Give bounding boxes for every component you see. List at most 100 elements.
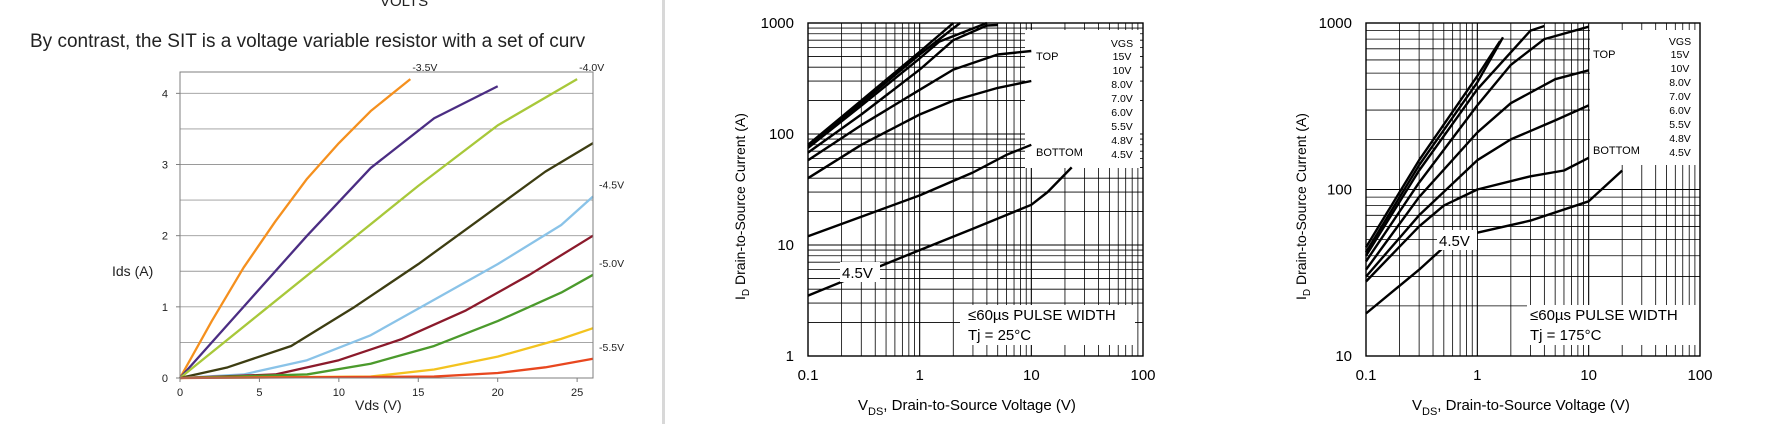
mosfet-175c-legend-background — [1590, 30, 1705, 165]
mosfet-25c-legend-background — [1025, 30, 1140, 168]
series-line — [807, 22, 961, 147]
series-line — [179, 78, 578, 379]
legend-bottom-label: BOTTOM — [1036, 147, 1083, 159]
sit-gridlines — [180, 92, 593, 343]
series-label: -5.0V — [599, 258, 624, 270]
mosfet-175c-legend: TOP BOTTOM VGS 15V 10V 8.0V 7.0V 6.0V 5.5V 4.8… — [1593, 36, 1691, 159]
series-line — [1365, 25, 1590, 263]
mosfet-25c-note-pulse: ≤60µs PULSE WIDTH — [968, 307, 1116, 324]
mosfet-175c-curve-label: 4.5V — [1439, 233, 1470, 250]
legend-entry: 6.0V — [1111, 107, 1133, 119]
legend-entry: 10V — [1671, 63, 1690, 75]
sit-curves — [178, 78, 594, 380]
mosfet-25c-y-axis-label: ID Drain-to-Source Current (A) — [732, 113, 752, 300]
mosfet-175c-y-axis-label: ID Drain-to-Source Current (A) — [1293, 113, 1313, 300]
legend-bottom-label: BOTTOM — [1593, 145, 1640, 157]
series-line — [178, 78, 412, 379]
x-tick-label: 10 — [1023, 367, 1040, 384]
intro-text: By contrast, the SIT is a voltage variab… — [30, 31, 586, 52]
mosfet-25c-x-axis-label: VDS, Drain-to-Source Voltage (V) — [858, 397, 1076, 418]
x-label-rest: , Drain-to-Source Voltage (V) — [1437, 397, 1630, 414]
legend-entry: 8.0V — [1669, 77, 1691, 89]
mosfet-175c-x-axis-label: VDS, Drain-to-Source Voltage (V) — [1412, 397, 1630, 418]
mosfet-25c-curve-label-bg — [840, 262, 880, 282]
svg-text:ID Drain-to-Source Current (A): ID Drain-to-Source Current (A) — [1293, 113, 1313, 300]
legend-entry: 7.0V — [1111, 93, 1133, 105]
y-tick-label: 4 — [162, 88, 168, 100]
y-label-main: I — [1293, 296, 1309, 300]
x-tick-label: 1 — [915, 367, 923, 384]
x-tick-label: 1 — [1473, 367, 1481, 384]
legend-top-label: TOP — [1036, 51, 1058, 63]
series-line — [179, 327, 594, 380]
mosfet-25c-curves — [807, 21, 1073, 297]
series-line — [179, 357, 594, 380]
sit-plot-frame — [179, 71, 594, 379]
x-tick-label: 15 — [412, 387, 424, 399]
y-tick-label: 10 — [1335, 348, 1352, 365]
y-label-sub: D — [1302, 289, 1313, 296]
x-tick-label: 10 — [1580, 367, 1597, 384]
sit-y-axis-label: Ids (A) — [112, 263, 153, 279]
legend-entry: 5.5V — [1111, 121, 1133, 133]
y-label-sub: D — [741, 289, 752, 296]
y-tick-label: 1 — [786, 348, 794, 365]
series-line — [1364, 24, 1545, 257]
legend-entry: 4.5V — [1111, 149, 1133, 161]
y-label-rest: Drain-to-Source Current (A) — [732, 113, 748, 289]
y-tick-label: 100 — [769, 126, 794, 143]
y-label-rest: Drain-to-Source Current (A) — [1293, 113, 1309, 289]
legend-entry: 15V — [1671, 49, 1690, 61]
legend-entry: 8.0V — [1111, 79, 1133, 91]
legend-entry: 15V — [1113, 51, 1132, 63]
mosfet-175c-note-background — [1527, 305, 1702, 345]
mosfet-25c-note-background — [960, 305, 1135, 345]
x-label-main: V — [1412, 397, 1422, 414]
series-line — [1365, 169, 1624, 315]
x-label-rest: , Drain-to-Source Voltage (V) — [883, 397, 1076, 414]
svg-text:ID Drain-to-Source Current (A): ID Drain-to-Source Current (A) — [732, 113, 752, 300]
panel-divider — [662, 0, 665, 424]
y-label-main: I — [732, 296, 748, 300]
legend-entry: 10V — [1113, 65, 1132, 77]
mosfet-175c-curve-label-bg — [1437, 230, 1477, 250]
series-line — [1364, 36, 1505, 253]
series-line — [807, 23, 998, 154]
partial-heading: VOLTS — [380, 0, 428, 10]
sit-series-labels: -3.5V -4.0V -4.5V -5.0V -5.5V — [412, 62, 624, 354]
y-tick-label: 1 — [162, 302, 168, 314]
x-tick-label: 5 — [256, 387, 262, 399]
y-tick-label: 2 — [162, 231, 168, 243]
mosfet-25c-plot-frame — [807, 22, 1144, 357]
x-tick-label: 20 — [492, 387, 504, 399]
mosfet-175c-note-temp: Tj = 175°C — [1530, 327, 1602, 344]
series-line — [807, 21, 988, 149]
sit-x-axis-label: Vds (V) — [355, 397, 402, 413]
x-label-sub: DS — [1422, 406, 1437, 418]
series-label: -3.5V — [412, 62, 437, 74]
legend-entry: 4.5V — [1669, 147, 1691, 159]
legend-entry: 4.8V — [1111, 135, 1133, 147]
sit-tick-labels: 0 5 10 15 20 25 0 1 2 3 4 — [162, 88, 583, 399]
x-tick-label: 0 — [177, 387, 183, 399]
series-line — [807, 79, 1032, 180]
x-tick-label: 0.1 — [798, 367, 819, 384]
legend-entry: 5.5V — [1669, 119, 1691, 131]
series-line — [1365, 69, 1590, 271]
x-tick-label: 10 — [333, 387, 345, 399]
legend-header: VGS — [1111, 38, 1133, 50]
series-line — [179, 273, 594, 380]
legend-entry: 6.0V — [1669, 105, 1691, 117]
y-tick-label: 100 — [1327, 182, 1352, 199]
legend-header: VGS — [1669, 36, 1691, 48]
legend-entry: 4.8V — [1669, 133, 1691, 145]
series-line — [807, 22, 955, 146]
mosfet-175c-note-pulse: ≤60µs PULSE WIDTH — [1530, 307, 1678, 324]
mosfet-175c-chart: 0.1 1 10 100 10 100 1000 TOP BOTTOM VGS 15V 10V… — [1293, 15, 1713, 418]
x-tick-label: 25 — [571, 387, 583, 399]
series-line — [1365, 104, 1590, 278]
series-line — [179, 142, 594, 380]
y-tick-label: 1000 — [761, 15, 794, 32]
